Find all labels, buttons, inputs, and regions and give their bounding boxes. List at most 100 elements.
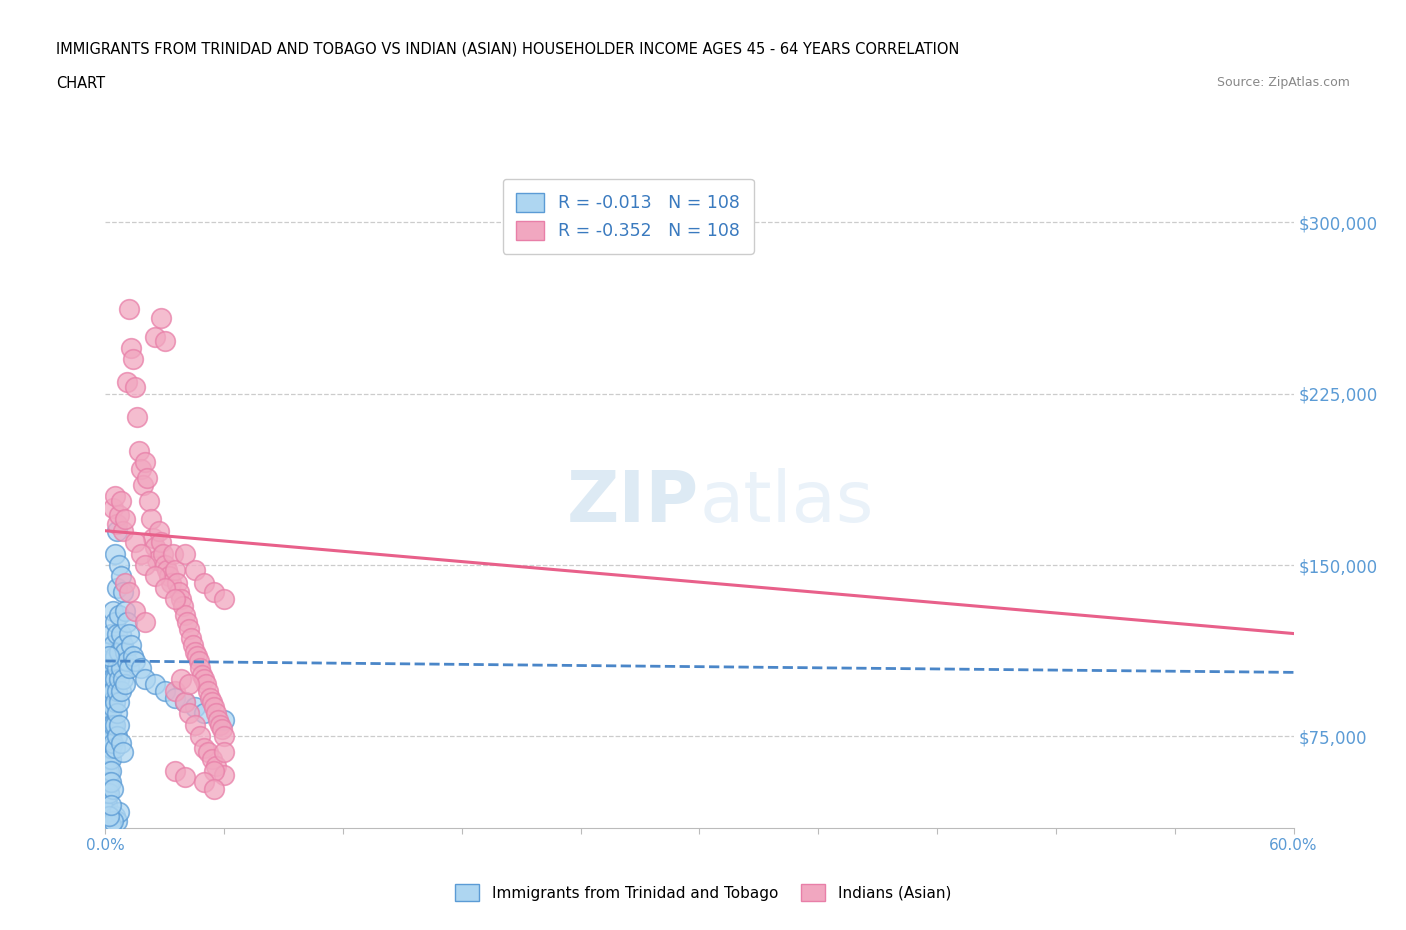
Point: [122, 649, 145, 664]
Point: [202, 699, 225, 714]
Point: [122, 352, 145, 366]
Point: [96, 671, 118, 686]
Point: [153, 580, 176, 595]
Point: [214, 713, 236, 728]
Point: [100, 751, 122, 766]
Point: [98, 649, 121, 664]
Point: [105, 626, 128, 641]
Point: [152, 546, 174, 561]
Text: ZIP: ZIP: [567, 468, 700, 537]
Point: [163, 591, 186, 606]
Point: [177, 621, 200, 636]
Text: IMMIGRANTS FROM TRINIDAD AND TOBAGO VS INDIAN (ASIAN) HOUSEHOLDER INCOME AGES 45: IMMIGRANTS FROM TRINIDAD AND TOBAGO VS I…: [56, 42, 960, 57]
Point: [114, 604, 136, 618]
Point: [183, 699, 205, 714]
Point: [173, 695, 195, 710]
Point: [112, 585, 135, 600]
Point: [114, 512, 136, 526]
Point: [96, 706, 118, 721]
Point: [96, 797, 118, 812]
Point: [167, 585, 190, 600]
Point: [191, 667, 214, 682]
Point: [104, 717, 127, 732]
Point: [100, 818, 122, 833]
Point: [118, 585, 141, 600]
Point: [214, 745, 236, 760]
Point: [114, 576, 136, 591]
Point: [98, 740, 121, 755]
Point: [115, 375, 138, 390]
Point: [124, 604, 146, 618]
Legend: R = -0.013   N = 108, R = -0.352   N = 108: R = -0.013 N = 108, R = -0.352 N = 108: [502, 179, 754, 254]
Point: [96, 764, 118, 778]
Point: [103, 781, 125, 796]
Point: [127, 409, 149, 424]
Point: [124, 379, 146, 394]
Point: [100, 626, 122, 641]
Point: [104, 615, 127, 630]
Point: [148, 524, 170, 538]
Point: [114, 644, 136, 659]
Point: [98, 751, 121, 766]
Text: Source: ZipAtlas.com: Source: ZipAtlas.com: [1216, 76, 1350, 89]
Point: [96, 775, 118, 790]
Point: [100, 717, 122, 732]
Point: [193, 671, 215, 686]
Point: [100, 764, 122, 778]
Text: CHART: CHART: [56, 76, 105, 91]
Point: [108, 644, 131, 659]
Point: [200, 690, 222, 705]
Point: [96, 786, 118, 801]
Point: [134, 671, 156, 686]
Point: [153, 558, 176, 573]
Point: [205, 759, 228, 774]
Point: [201, 751, 224, 766]
Point: [103, 604, 125, 618]
Point: [207, 713, 229, 728]
Point: [177, 676, 200, 691]
Point: [98, 775, 121, 790]
Point: [118, 660, 141, 675]
Point: [100, 684, 122, 698]
Point: [103, 654, 125, 669]
Point: [100, 671, 122, 686]
Point: [173, 695, 195, 710]
Point: [115, 654, 138, 669]
Point: [105, 524, 128, 538]
Point: [214, 591, 236, 606]
Point: [110, 494, 132, 509]
Point: [156, 562, 179, 577]
Point: [105, 814, 128, 829]
Point: [153, 684, 176, 698]
Point: [104, 489, 127, 504]
Point: [100, 797, 122, 812]
Point: [104, 671, 127, 686]
Point: [170, 591, 193, 606]
Point: [162, 546, 184, 561]
Point: [183, 717, 205, 732]
Point: [181, 638, 204, 653]
Point: [187, 654, 209, 669]
Point: [96, 654, 118, 669]
Point: [190, 660, 212, 675]
Point: [98, 695, 121, 710]
Point: [134, 455, 156, 470]
Point: [104, 740, 127, 755]
Point: [186, 649, 208, 664]
Point: [100, 695, 122, 710]
Point: [108, 804, 131, 819]
Point: [195, 676, 218, 691]
Point: [193, 576, 215, 591]
Point: [100, 740, 122, 755]
Point: [98, 717, 121, 732]
Point: [177, 706, 200, 721]
Point: [143, 676, 166, 691]
Point: [103, 736, 125, 751]
Point: [172, 599, 194, 614]
Point: [157, 569, 180, 584]
Point: [105, 516, 128, 531]
Point: [163, 684, 186, 698]
Point: [104, 809, 127, 824]
Point: [214, 768, 236, 783]
Point: [98, 684, 121, 698]
